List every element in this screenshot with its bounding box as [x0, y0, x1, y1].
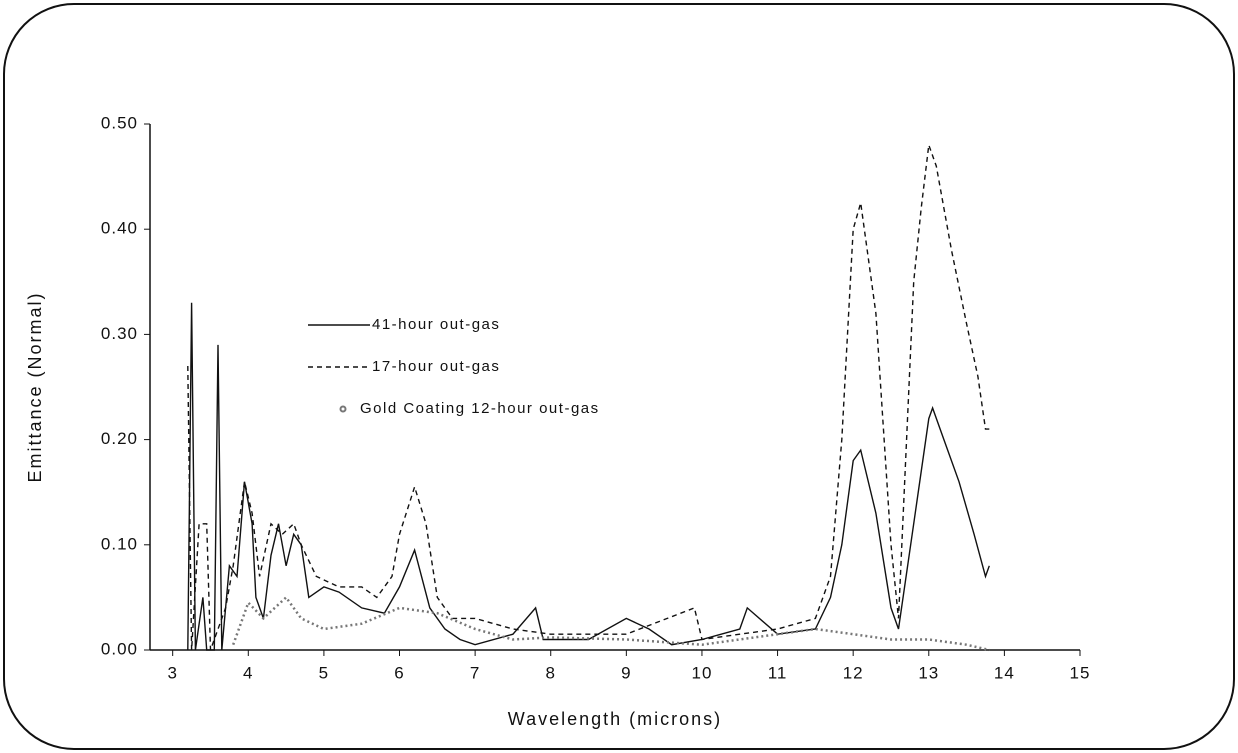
y-tick-label: 0.20: [101, 429, 138, 448]
x-tick-label: 6: [394, 663, 404, 682]
y-tick-label: 0.10: [101, 534, 138, 553]
frame: [3, 3, 1235, 750]
x-tick-label: 12: [843, 663, 864, 682]
legend-label: 17-hour out-gas: [372, 358, 500, 375]
x-axis-title: Wavelength (microns): [508, 709, 722, 729]
legend-label: 41-hour out-gas: [372, 316, 500, 333]
x-tick-label: 5: [319, 663, 329, 682]
y-tick-label: 0.00: [101, 639, 138, 658]
series-line: [187, 302, 990, 651]
legend-swatch: [339, 405, 347, 413]
x-tick-label: 3: [167, 663, 177, 682]
x-tick-label: 13: [918, 663, 939, 682]
x-tick-label: 14: [994, 663, 1015, 682]
x-tick-label: 8: [545, 663, 555, 682]
y-tick-label: 0.30: [101, 324, 138, 343]
x-tick-label: 10: [691, 663, 712, 682]
legend-label: Gold Coating 12-hour out-gas: [360, 400, 600, 417]
x-tick-label: 15: [1070, 663, 1091, 682]
y-axis-title: Emittance (Normal): [25, 291, 45, 482]
x-tick-label: 9: [621, 663, 631, 682]
series-line: [232, 595, 990, 652]
series-line: [187, 144, 990, 651]
x-tick-label: 4: [243, 663, 253, 682]
y-tick-label: 0.40: [101, 219, 138, 238]
y-tick-label: 0.50: [101, 113, 138, 132]
x-tick-label: 11: [768, 663, 788, 682]
x-tick-label: 7: [470, 663, 480, 682]
